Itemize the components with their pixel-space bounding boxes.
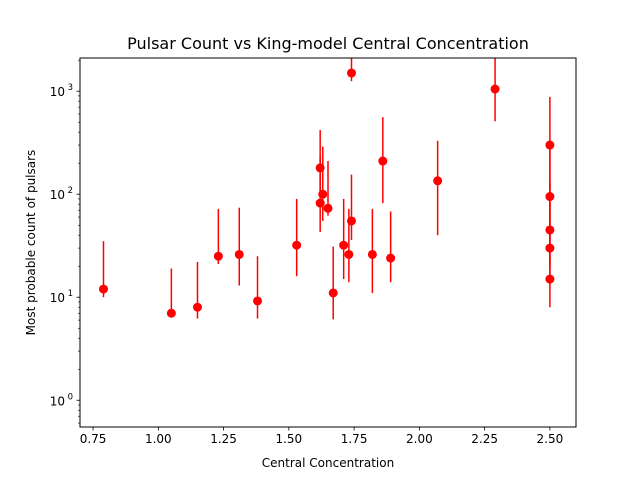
- data-layer: [98, 58, 555, 320]
- y-tick-label-exponent: 3: [68, 83, 73, 93]
- data-point: [253, 296, 263, 306]
- data-point: [323, 203, 333, 213]
- data-point: [213, 251, 223, 261]
- data-point: [378, 156, 388, 166]
- y-tick-label-exponent: 2: [68, 186, 73, 196]
- data-point: [545, 274, 555, 284]
- y-tick-label: 10: [50, 188, 65, 202]
- x-tick-label: 1.25: [210, 432, 237, 446]
- x-tick-label: 1.00: [145, 432, 172, 446]
- y-tick-label: 10: [50, 291, 65, 305]
- data-point: [166, 308, 176, 318]
- x-tick-label: 2.00: [406, 432, 433, 446]
- y-axis-label: Most probable count of pulsars: [24, 150, 38, 336]
- data-point: [318, 189, 328, 199]
- data-point: [367, 249, 377, 259]
- data-point: [545, 140, 555, 150]
- x-tick-label: 2.25: [471, 432, 498, 446]
- x-tick-label: 0.75: [80, 432, 107, 446]
- chart-title: Pulsar Count vs King-model Central Conce…: [127, 34, 529, 53]
- x-tick-label: 1.75: [341, 432, 368, 446]
- y-tick-label-exponent: 1: [68, 289, 73, 299]
- x-axis: 0.75 1.00 1.25 1.50 1.75 2.00 2.25 2.50: [80, 427, 564, 446]
- x-tick-label: 2.50: [537, 432, 564, 446]
- data-point: [292, 240, 302, 250]
- data-point: [490, 84, 500, 94]
- data-point: [328, 288, 338, 298]
- x-tick-label: 1.50: [275, 432, 302, 446]
- data-point: [386, 253, 396, 263]
- data-point: [346, 216, 356, 226]
- plot-frame: [79, 57, 577, 428]
- y-tick-label-exponent: 0: [68, 392, 73, 402]
- data-point: [346, 68, 356, 78]
- data-point: [339, 240, 349, 250]
- data-point: [234, 249, 244, 259]
- y-tick-label: 10: [50, 394, 65, 408]
- y-tick-label: 10: [50, 85, 65, 99]
- data-point: [98, 284, 108, 294]
- data-point: [344, 249, 354, 259]
- data-point: [433, 176, 443, 186]
- data-point: [192, 302, 202, 312]
- x-axis-label: Central Concentration: [262, 456, 394, 470]
